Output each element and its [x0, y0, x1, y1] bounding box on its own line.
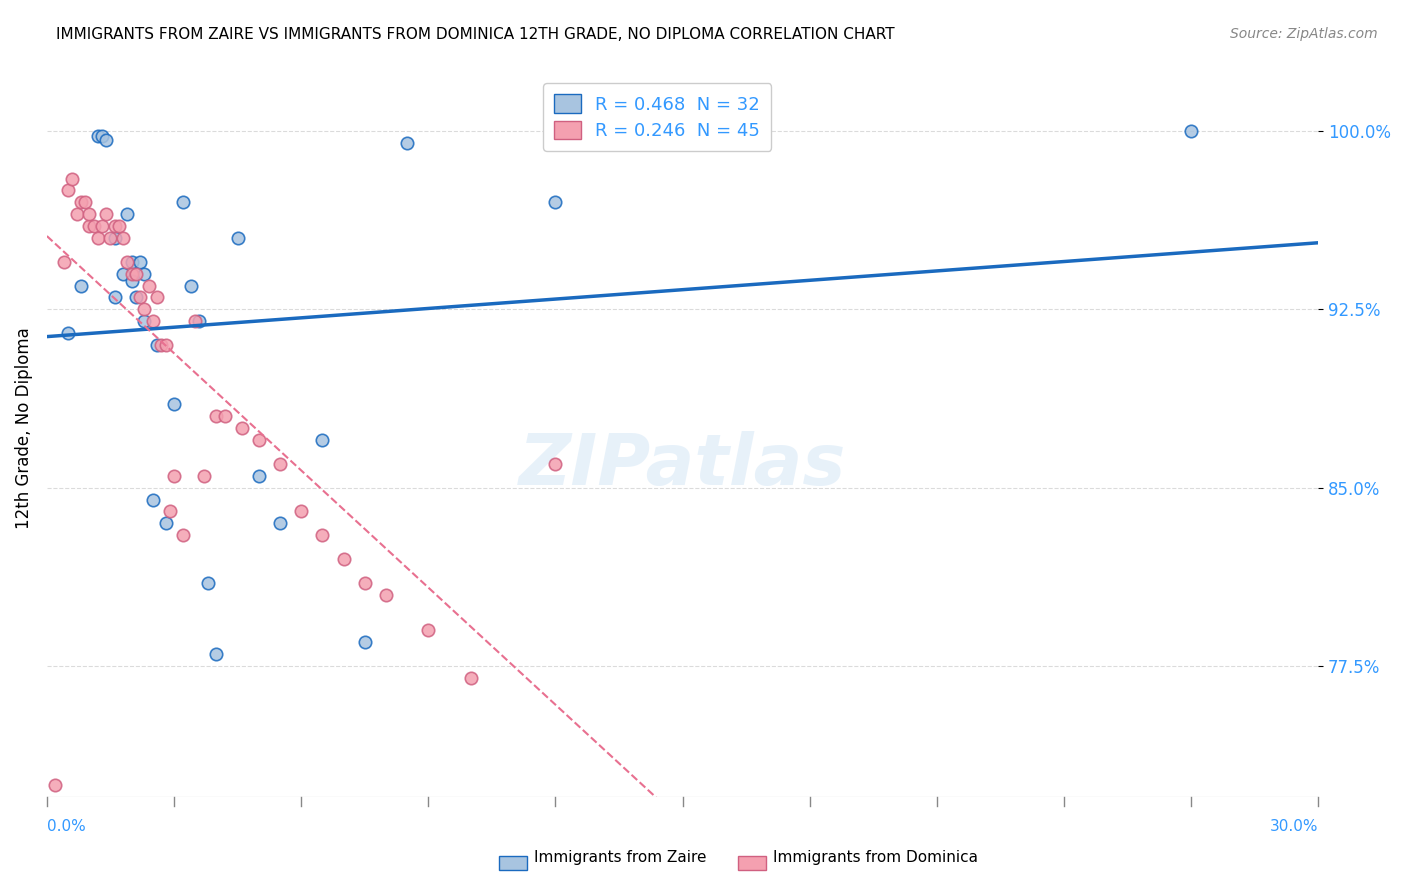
Legend: R = 0.468  N = 32, R = 0.246  N = 45: R = 0.468 N = 32, R = 0.246 N = 45 [543, 83, 770, 151]
Point [52, 254, 75, 268]
Text: Source: ZipAtlas.com: Source: ZipAtlas.com [1230, 27, 1378, 41]
Point [129, 290, 152, 304]
Text: ZIPatlas: ZIPatlas [519, 431, 846, 500]
Point [87, 128, 110, 143]
Point [121, 274, 143, 288]
Point [150, 338, 173, 352]
Point [96, 207, 118, 221]
Point [96, 133, 118, 147]
Y-axis label: 12th Grade, No Diploma: 12th Grade, No Diploma [15, 327, 32, 529]
Text: 0.0%: 0.0% [46, 819, 86, 834]
Point [374, 588, 396, 602]
Point [205, 409, 228, 424]
Point [121, 254, 143, 268]
Point [146, 290, 169, 304]
Point [91, 128, 114, 143]
Point [56, 326, 79, 340]
Point [77, 219, 100, 233]
Point [112, 267, 135, 281]
Point [117, 254, 139, 268]
Point [172, 528, 194, 542]
Point [163, 397, 186, 411]
Point [226, 231, 249, 245]
Point [332, 552, 354, 566]
Point [60, 171, 83, 186]
Point [396, 136, 419, 150]
Point [100, 231, 122, 245]
Point [91, 219, 114, 233]
Point [269, 457, 291, 471]
Point [231, 421, 253, 435]
Point [83, 219, 105, 233]
Point [159, 504, 181, 518]
Text: 30.0%: 30.0% [1270, 819, 1319, 834]
Point [65, 207, 87, 221]
Point [121, 267, 143, 281]
Point [142, 492, 165, 507]
Point [214, 409, 236, 424]
Point [77, 207, 100, 221]
Point [69, 278, 91, 293]
Point [142, 314, 165, 328]
Point [163, 468, 186, 483]
Point [188, 314, 211, 328]
Point [290, 504, 312, 518]
Point [44, 778, 66, 792]
Point [56, 183, 79, 197]
Point [104, 290, 127, 304]
Point [418, 624, 440, 638]
Point [247, 468, 270, 483]
Point [87, 231, 110, 245]
Point [353, 635, 375, 649]
Point [134, 302, 156, 317]
Point [180, 278, 202, 293]
Point [193, 468, 215, 483]
Point [269, 516, 291, 531]
Point [544, 195, 567, 210]
Text: IMMIGRANTS FROM ZAIRE VS IMMIGRANTS FROM DOMINICA 12TH GRADE, NO DIPLOMA CORRELA: IMMIGRANTS FROM ZAIRE VS IMMIGRANTS FROM… [56, 27, 894, 42]
Point [353, 575, 375, 590]
Point [73, 195, 96, 210]
Point [460, 671, 482, 685]
Point [129, 254, 152, 268]
Point [134, 314, 156, 328]
Point [117, 207, 139, 221]
Point [311, 528, 333, 542]
Point [247, 433, 270, 447]
Point [69, 195, 91, 210]
Point [197, 575, 219, 590]
Point [125, 290, 148, 304]
Point [112, 231, 135, 245]
Text: Immigrants from Zaire: Immigrants from Zaire [534, 850, 707, 865]
Point [544, 457, 567, 471]
Point [311, 433, 333, 447]
Point [104, 219, 127, 233]
Point [146, 338, 169, 352]
Point [138, 278, 160, 293]
Point [155, 516, 177, 531]
Point [205, 647, 228, 661]
Point [1180, 124, 1202, 138]
Point [134, 267, 156, 281]
Point [155, 338, 177, 352]
Point [125, 267, 148, 281]
Point [108, 219, 131, 233]
Point [104, 231, 127, 245]
Point [184, 314, 207, 328]
Text: Immigrants from Dominica: Immigrants from Dominica [773, 850, 979, 865]
Point [172, 195, 194, 210]
